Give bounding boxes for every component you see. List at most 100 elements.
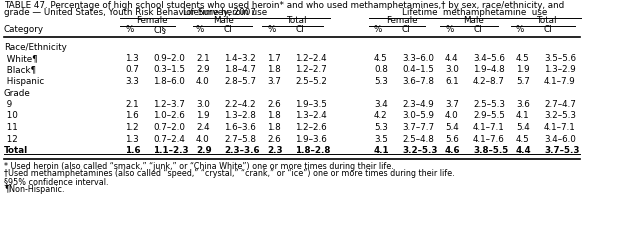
Text: 2.5–5.2: 2.5–5.2 [295,77,327,86]
Text: 4.6: 4.6 [445,146,461,155]
Text: 1.3–2.4: 1.3–2.4 [295,111,327,120]
Text: 1.4–3.2: 1.4–3.2 [224,54,256,63]
Text: 0.4–1.5: 0.4–1.5 [402,65,434,74]
Text: 3.7: 3.7 [445,100,459,109]
Text: 2.6: 2.6 [267,100,281,109]
Text: 3.0: 3.0 [196,100,210,109]
Text: %: % [267,25,276,34]
Text: 1.8: 1.8 [267,123,281,132]
Text: 3.6: 3.6 [516,100,529,109]
Text: CI: CI [473,25,481,34]
Text: 4.1–7.6: 4.1–7.6 [473,134,504,144]
Text: 4.0: 4.0 [196,77,210,86]
Text: 3.3–6.0: 3.3–6.0 [402,54,434,63]
Text: Lifetime heroin use: Lifetime heroin use [183,8,267,17]
Text: 2.5–5.3: 2.5–5.3 [473,100,505,109]
Text: grade — United States, Youth Risk Behavior Survey, 2007: grade — United States, Youth Risk Behavi… [4,8,256,17]
Text: 3.4–5.6: 3.4–5.6 [473,54,505,63]
Text: 5.7: 5.7 [516,77,530,86]
Text: 1.9: 1.9 [516,65,529,74]
Text: 1.9–3.6: 1.9–3.6 [295,134,327,144]
Text: 4.1–7.9: 4.1–7.9 [544,77,576,86]
Text: 4.1–7.1: 4.1–7.1 [544,123,576,132]
Text: 1.8–6.0: 1.8–6.0 [153,77,185,86]
Text: 2.2–4.2: 2.2–4.2 [224,100,256,109]
Text: 3.4: 3.4 [374,100,388,109]
Text: Male: Male [463,16,485,25]
Text: 1.6: 1.6 [125,111,138,120]
Text: %: % [374,25,383,34]
Text: 1.2–2.7: 1.2–2.7 [295,65,327,74]
Text: 1.2–2.6: 1.2–2.6 [295,123,327,132]
Text: 3.8–5.5: 3.8–5.5 [473,146,508,155]
Text: 0.7–2.4: 0.7–2.4 [153,134,185,144]
Text: 4.2: 4.2 [374,111,388,120]
Text: 2.3–4.9: 2.3–4.9 [402,100,434,109]
Text: 5.3: 5.3 [374,77,388,86]
Text: 1.7: 1.7 [267,54,281,63]
Text: %: % [125,25,133,34]
Text: 2.8–5.7: 2.8–5.7 [224,77,256,86]
Text: 9: 9 [4,100,12,109]
Text: Race/Ethnicity: Race/Ethnicity [4,43,67,51]
Text: 3.5: 3.5 [374,134,388,144]
Text: 1.3–2.8: 1.3–2.8 [224,111,256,120]
Text: 10: 10 [4,111,18,120]
Text: 1.8: 1.8 [267,65,281,74]
Text: CI: CI [224,25,233,34]
Text: CI: CI [544,25,553,34]
Text: Female: Female [387,16,418,25]
Text: 4.1: 4.1 [374,146,390,155]
Text: 0.7–2.0: 0.7–2.0 [153,123,185,132]
Text: %: % [516,25,524,34]
Text: 4.1: 4.1 [516,111,529,120]
Text: 2.9: 2.9 [196,65,210,74]
Text: Total: Total [536,16,556,25]
Text: 4.4: 4.4 [445,54,458,63]
Text: Female: Female [137,16,168,25]
Text: 5.6: 5.6 [445,134,459,144]
Text: 12: 12 [4,134,18,144]
Text: 1.2–3.7: 1.2–3.7 [153,100,185,109]
Text: 1.2–2.4: 1.2–2.4 [295,54,327,63]
Text: 1.9: 1.9 [196,111,210,120]
Text: 2.9: 2.9 [196,146,212,155]
Text: Male: Male [213,16,235,25]
Text: 2.9–5.5: 2.9–5.5 [473,111,505,120]
Text: CI§: CI§ [153,25,166,34]
Text: 4.2–8.7: 4.2–8.7 [473,77,505,86]
Text: 1.6–3.6: 1.6–3.6 [224,123,256,132]
Text: 4.5: 4.5 [374,54,388,63]
Text: 4.4: 4.4 [516,146,531,155]
Text: 3.4–6.0: 3.4–6.0 [544,134,576,144]
Text: 1.8–2.8: 1.8–2.8 [295,146,330,155]
Text: 4.0: 4.0 [196,134,210,144]
Text: 1.2: 1.2 [125,123,138,132]
Text: 3.7: 3.7 [267,77,281,86]
Text: 2.4: 2.4 [196,123,210,132]
Text: 1.0–2.6: 1.0–2.6 [153,111,185,120]
Text: 0.7: 0.7 [125,65,139,74]
Text: 11: 11 [4,123,18,132]
Text: %: % [196,25,204,34]
Text: 3.0: 3.0 [445,65,459,74]
Text: ¶Non-Hispanic.: ¶Non-Hispanic. [4,184,65,193]
Text: CI: CI [402,25,411,34]
Text: 5.3: 5.3 [374,123,388,132]
Text: 1.8–4.7: 1.8–4.7 [224,65,256,74]
Text: 3.0–5.9: 3.0–5.9 [402,111,434,120]
Text: %: % [445,25,453,34]
Text: 4.5: 4.5 [516,54,529,63]
Text: 1.6: 1.6 [125,146,140,155]
Text: Total: Total [4,146,28,155]
Text: 3.7–5.3: 3.7–5.3 [544,146,579,155]
Text: 3.2–5.3: 3.2–5.3 [544,111,576,120]
Text: 3.7–7.7: 3.7–7.7 [402,123,434,132]
Text: * Used heroin (also called “smack,” “junk,” or “China White”) one or more times : * Used heroin (also called “smack,” “jun… [4,162,394,171]
Text: 2.7–4.7: 2.7–4.7 [544,100,576,109]
Text: 2.5–4.8: 2.5–4.8 [402,134,434,144]
Text: 1.3: 1.3 [125,134,138,144]
Text: 3.6–7.8: 3.6–7.8 [402,77,434,86]
Text: Black¶: Black¶ [4,65,36,74]
Text: 1.1–2.3: 1.1–2.3 [153,146,188,155]
